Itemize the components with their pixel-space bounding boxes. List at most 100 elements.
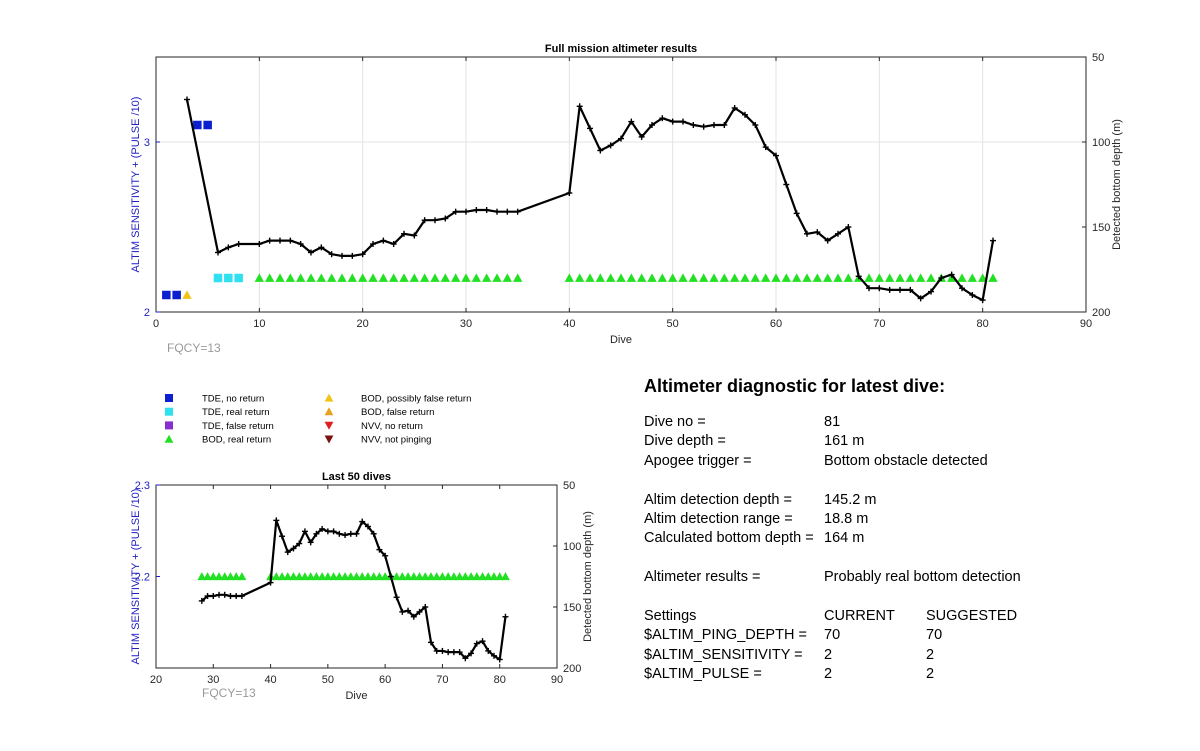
bod-real-return-marker xyxy=(380,572,390,581)
bottom-depth-point xyxy=(494,208,500,215)
bod-real-return-marker xyxy=(317,572,327,581)
bottom-depth-point xyxy=(421,217,428,224)
x-tick-label: 30 xyxy=(207,674,219,686)
setting-label: $ALTIM_SENSITIVITY = xyxy=(644,646,803,663)
bod-real-return-marker xyxy=(440,273,451,282)
legend-item: BOD, real return xyxy=(164,435,271,446)
y2-tick-label: 100 xyxy=(563,541,581,553)
bod-real-return-marker xyxy=(512,273,523,282)
bottom-depth-point xyxy=(380,237,387,244)
y2-tick-label: 200 xyxy=(1092,307,1110,319)
x-axis-label: Dive xyxy=(345,690,367,702)
bod-real-return-marker xyxy=(294,572,304,581)
bod-real-return-marker xyxy=(729,273,740,282)
bottom-depth-point xyxy=(376,546,383,553)
bod-real-return-marker xyxy=(781,273,792,282)
altimeter-results-row: Altimeter results = Probably real bottom… xyxy=(644,568,1104,587)
bod-real-return-marker xyxy=(957,273,967,282)
bottom-depth-point xyxy=(296,540,303,547)
bottom-depth-point xyxy=(504,208,511,215)
bottom-depth-point xyxy=(463,208,469,215)
bottom-depth-point xyxy=(462,655,469,662)
legend-item: BOD, possibly false return xyxy=(324,394,471,405)
bod-real-return-marker xyxy=(300,572,310,581)
altim-detection-range-label: Altim detection range = xyxy=(644,510,793,527)
bod-real-return-marker xyxy=(369,572,379,581)
bod-real-return-marker xyxy=(740,273,750,282)
bod-real-return-marker xyxy=(403,572,413,581)
bod-real-return-marker xyxy=(397,572,407,581)
bod-real-return-marker xyxy=(471,273,482,282)
dive-no-value: 81 xyxy=(824,414,841,430)
bod-real-return-marker xyxy=(771,273,781,282)
x-tick-label: 70 xyxy=(436,674,448,686)
bod-real-return-marker xyxy=(375,572,384,581)
x-tick-label: 90 xyxy=(1080,318,1092,330)
bod-real-return-marker xyxy=(347,273,358,282)
bod-real-return-marker xyxy=(329,572,338,581)
altim-detection-depth-row: Altim detection depth = 145.2 m xyxy=(644,491,1104,510)
bottom-depth-point xyxy=(483,207,490,213)
bod-real-return-marker xyxy=(312,572,321,581)
bottom-depth-point xyxy=(473,640,480,647)
diagnostic-title: Altimeter diagnostic for latest dive: xyxy=(644,376,946,396)
altimeter-results-value: Probably real bottom detection xyxy=(824,569,1021,586)
x-tick-label: 50 xyxy=(322,674,334,686)
legend-label: BOD, false return xyxy=(361,407,434,418)
bod-real-return-marker xyxy=(495,572,505,581)
bod-real-return-marker xyxy=(337,273,347,282)
bottom-depth-point xyxy=(855,273,862,280)
legend-item: NVV, no return xyxy=(324,421,423,432)
bottom-depth-point xyxy=(284,549,291,556)
settings-row: $ALTIM_SENSITIVITY = 2 2 xyxy=(644,646,1104,665)
bottom-depth-point xyxy=(339,252,345,259)
bod-real-return-marker xyxy=(271,572,281,581)
bottom-depth-point xyxy=(210,593,217,600)
bod-real-return-marker xyxy=(688,273,699,282)
bottom-depth-point xyxy=(938,275,945,281)
legend-label: BOD, possibly false return xyxy=(361,394,471,405)
tde-no-return-marker xyxy=(193,120,202,130)
bottom-depth-point xyxy=(907,286,914,293)
bottom-depth-point xyxy=(514,208,521,215)
bod-real-return-marker xyxy=(388,273,399,282)
bod-real-return-marker xyxy=(616,273,626,282)
dive-no-row: Dive no = 81 xyxy=(644,413,1104,432)
bod-real-return-marker xyxy=(352,572,361,581)
legend-label: NVV, not pinging xyxy=(361,435,431,446)
settings-header-current: CURRENT xyxy=(824,607,895,624)
bottom-depth-point xyxy=(427,639,434,646)
bottom-depth-point xyxy=(897,286,903,293)
bottom-depth-point xyxy=(359,518,366,525)
bod-real-return-marker xyxy=(277,572,287,581)
x-tick-label: 0 xyxy=(153,318,159,330)
bod-real-return-marker xyxy=(254,273,265,282)
bottom-depth-point xyxy=(845,224,852,230)
y2-tick-label: 100 xyxy=(1092,137,1110,149)
y2-tick-label: 150 xyxy=(563,602,581,614)
dive-depth-label: Dive depth = xyxy=(644,433,726,450)
bod-real-return-marker xyxy=(657,273,668,282)
last-50-dives-chart: 20 30 40 50 60 70 80 90 2.2 2.3 50 100 150 200 Last 50… xyxy=(130,471,594,702)
tde-no-return-marker xyxy=(162,290,171,300)
bottom-depth-point xyxy=(393,594,400,601)
bottom-depth-point xyxy=(336,530,343,537)
bottom-depth-point xyxy=(347,530,354,537)
bottom-depth-point xyxy=(267,579,274,586)
tde-real-return-marker xyxy=(224,273,233,283)
bod-real-return-marker xyxy=(501,572,510,581)
bod-real-return-marker xyxy=(678,273,688,282)
bod-real-return-marker xyxy=(306,273,316,282)
bod-real-return-marker xyxy=(399,273,409,282)
bottom-depth-point xyxy=(876,285,883,292)
bottom-depth-point xyxy=(576,103,583,110)
legend-label: TDE, real return xyxy=(202,407,270,418)
bottom-depth-point xyxy=(485,647,492,654)
bod-real-return-marker xyxy=(698,273,709,282)
bod-real-return-marker xyxy=(357,572,367,581)
bod-real-return-marker xyxy=(905,273,916,282)
bottom-depth-point xyxy=(496,656,503,663)
x-tick-label: 80 xyxy=(977,318,989,330)
settings-row: $ALTIM_PULSE = 2 2 xyxy=(644,665,1104,684)
